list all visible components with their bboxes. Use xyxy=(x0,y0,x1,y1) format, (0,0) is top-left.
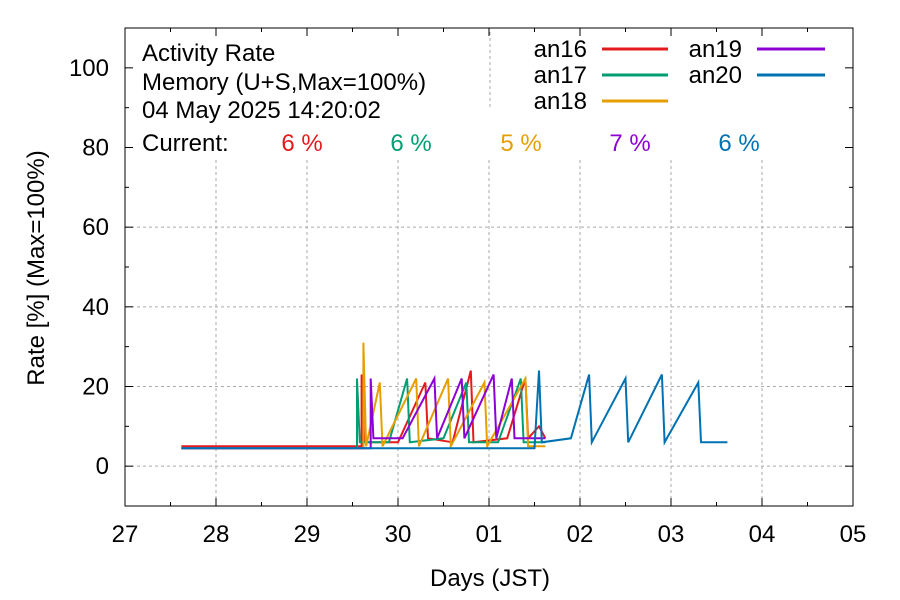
x-tick-label: 29 xyxy=(294,521,321,548)
y-axis-label: Rate [%] (Max=100%) xyxy=(23,150,50,385)
current-value-an19: 7 % xyxy=(609,130,650,157)
x-tick-label: 04 xyxy=(749,521,776,548)
x-tick-label: 05 xyxy=(840,521,867,548)
grid-lines xyxy=(125,28,853,506)
legend-label-an20: an20 xyxy=(689,62,742,89)
legend-label-an17: an17 xyxy=(534,62,587,89)
current-value-an18: 5 % xyxy=(500,130,541,157)
title-line-3: 04 May 2025 14:20:02 xyxy=(142,97,381,124)
x-tick-label: 28 xyxy=(203,521,230,548)
x-tick-label: 30 xyxy=(385,521,412,548)
title-line-2: Memory (U+S,Max=100%) xyxy=(142,69,426,96)
header-backdrop xyxy=(126,29,852,159)
legend-label-an16: an16 xyxy=(534,36,587,63)
y-tick-label: 100 xyxy=(69,55,109,82)
x-tick-label: 27 xyxy=(112,521,139,548)
current-value-an16: 6 % xyxy=(281,130,322,157)
x-tick-label: 01 xyxy=(476,521,503,548)
y-tick-label: 20 xyxy=(82,374,109,401)
x-tick-label: 03 xyxy=(658,521,685,548)
current-label: Current: xyxy=(142,130,229,157)
title-line-1: Activity Rate xyxy=(142,40,275,67)
series-line-an20 xyxy=(181,370,728,450)
current-value-an17: 6 % xyxy=(390,130,431,157)
y-tick-label: 80 xyxy=(82,135,109,162)
current-values: 6 % 6 % 5 % 7 % 6 % xyxy=(281,130,759,157)
y-tick-label: 0 xyxy=(96,453,109,480)
y-tick-label: 60 xyxy=(82,214,109,241)
series-layer xyxy=(181,342,728,451)
current-value-an20: 6 % xyxy=(718,130,759,157)
y-tick-label: 40 xyxy=(82,294,109,321)
series-line-an18 xyxy=(181,342,546,451)
legend-label-an19: an19 xyxy=(689,36,742,63)
series-line-an19 xyxy=(181,374,546,450)
x-tick-label: 02 xyxy=(567,521,594,548)
legend-label-an18: an18 xyxy=(534,88,587,115)
x-axis-label: Days (JST) xyxy=(430,565,550,592)
axis-ticks: 27 28 29 30 01 02 03 04 05 0 20 40 60 80 100 xyxy=(69,27,867,548)
